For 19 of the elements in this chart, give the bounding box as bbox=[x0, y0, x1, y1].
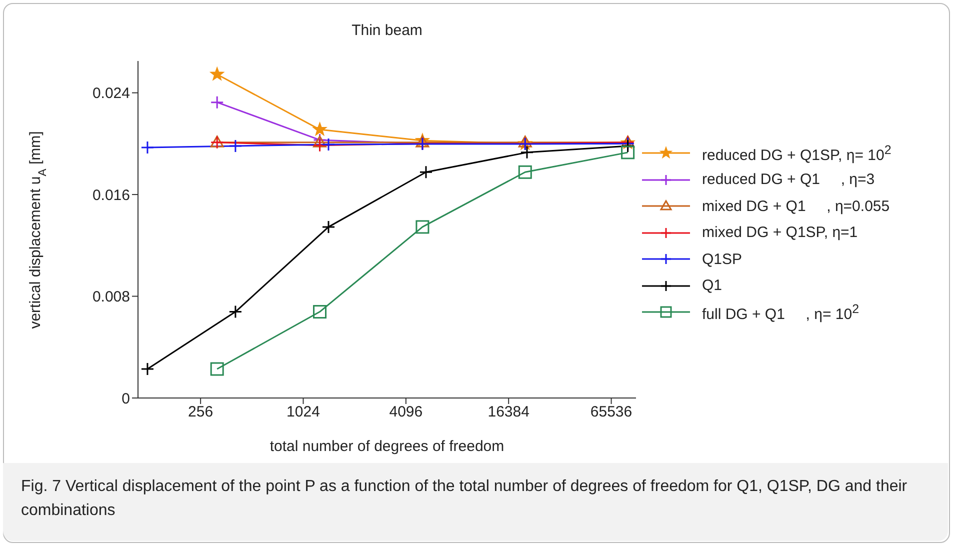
legend-label: Q1SP bbox=[702, 250, 742, 268]
legend-label: mixed DG + Q1 , η=0.055 bbox=[702, 198, 890, 215]
legend-label: full DG + Q1 , η= 10$^{2}$ bbox=[702, 302, 860, 323]
legend-label: mixed DG + Q1SP, η=1 bbox=[702, 224, 858, 242]
y-tick-label: 0.008 bbox=[92, 288, 130, 306]
legend-label: Q1 bbox=[702, 277, 722, 294]
x-tick-label: 16384 bbox=[488, 404, 530, 421]
x-tick-label: 1024 bbox=[286, 404, 320, 421]
chart-title: Thin beam bbox=[350, 22, 424, 39]
y-tick-label: 0.016 bbox=[92, 186, 130, 204]
x-tick-label: 4096 bbox=[389, 404, 423, 421]
caption: Fig. 7 Vertical displacement of the point P as a function of the total number of degrees of freedom for Q1, Q1SP, DG and their combinations bbox=[3, 463, 948, 541]
x-tick-label: 256 bbox=[188, 404, 214, 421]
x-tick-label: 65536 bbox=[590, 404, 632, 421]
y-tick-label: 0 bbox=[122, 390, 130, 408]
legend-label: reduced DG + Q1SP, η= 10$^{2}$ bbox=[702, 142, 892, 164]
y-tick-label: 0.024 bbox=[92, 85, 130, 102]
legend-label: reduced DG + Q1 , η=3 bbox=[702, 171, 875, 188]
x-axis-title: total number of degrees of freedom bbox=[270, 438, 504, 455]
